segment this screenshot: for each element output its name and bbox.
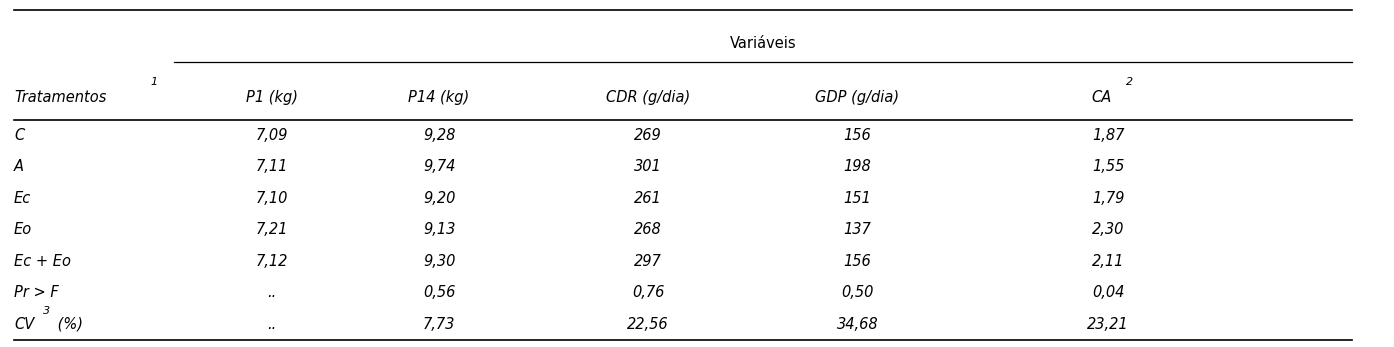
Text: 7,73: 7,73 [422,317,456,332]
Text: P1 (kg): P1 (kg) [245,90,298,105]
Text: 1,55: 1,55 [1092,159,1125,175]
Text: 198: 198 [843,159,871,175]
Text: 9,13: 9,13 [422,222,456,237]
Text: 3: 3 [43,306,50,316]
Text: 9,30: 9,30 [422,254,456,269]
Text: 0,50: 0,50 [841,285,874,301]
Text: 34,68: 34,68 [836,317,878,332]
Text: CV: CV [14,317,35,332]
Text: 156: 156 [843,254,871,269]
Text: 9,20: 9,20 [422,191,456,206]
Text: 9,28: 9,28 [422,128,456,143]
Text: GDP (g/dia): GDP (g/dia) [815,90,899,105]
Text: 269: 269 [634,128,662,143]
Text: 2,30: 2,30 [1092,222,1125,237]
Text: 7,21: 7,21 [255,222,289,237]
Text: (%): (%) [53,317,84,332]
Text: 7,09: 7,09 [255,128,289,143]
Text: 301: 301 [634,159,662,175]
Text: 7,12: 7,12 [255,254,289,269]
Text: 0,56: 0,56 [422,285,456,301]
Text: ..: .. [268,285,276,301]
Text: Eo: Eo [14,222,32,237]
Text: 7,11: 7,11 [255,159,289,175]
Text: 2: 2 [1126,77,1133,86]
Text: Ec: Ec [14,191,31,206]
Text: Tratamentos: Tratamentos [14,90,106,105]
Text: 22,56: 22,56 [627,317,669,332]
Text: 297: 297 [634,254,662,269]
Text: 156: 156 [843,128,871,143]
Text: 0,04: 0,04 [1092,285,1125,301]
Text: 23,21: 23,21 [1087,317,1129,332]
Text: 1,79: 1,79 [1092,191,1125,206]
Text: CA: CA [1092,90,1111,105]
Text: ..: .. [268,317,276,332]
Text: CDR (g/dia): CDR (g/dia) [606,90,690,105]
Text: 1: 1 [151,77,158,86]
Text: Ec + Eo: Ec + Eo [14,254,71,269]
Text: C: C [14,128,24,143]
Text: 137: 137 [843,222,871,237]
Text: 268: 268 [634,222,662,237]
Text: 2,11: 2,11 [1092,254,1125,269]
Text: 7,10: 7,10 [255,191,289,206]
Text: Variáveis: Variáveis [730,36,796,51]
Text: A: A [14,159,24,175]
Text: P14 (kg): P14 (kg) [408,90,470,105]
Text: 261: 261 [634,191,662,206]
Text: 151: 151 [843,191,871,206]
Text: 1,87: 1,87 [1092,128,1125,143]
Text: 9,74: 9,74 [422,159,456,175]
Text: 0,76: 0,76 [631,285,665,301]
Text: Pr > F: Pr > F [14,285,59,301]
